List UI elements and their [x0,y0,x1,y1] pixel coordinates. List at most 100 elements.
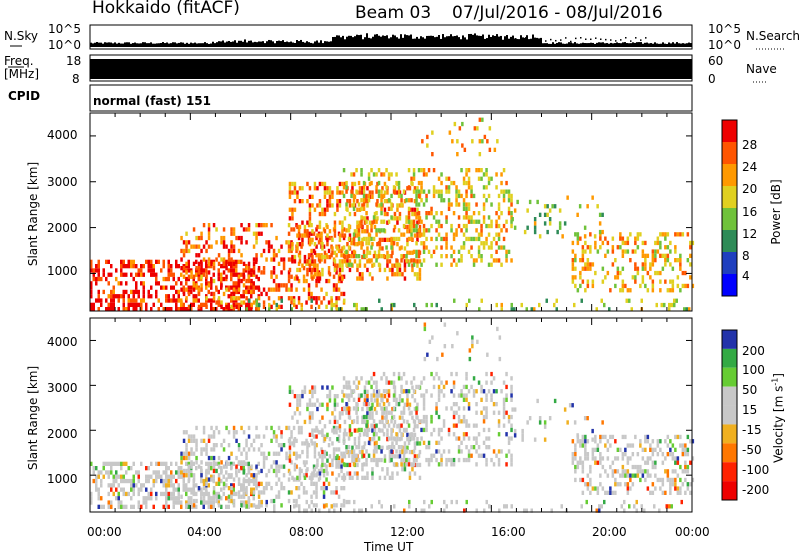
echo-cell [341,190,344,195]
echo-cell [318,199,322,204]
echo-cell [435,402,438,407]
echo-cell [130,478,133,484]
echo-cell [313,263,317,268]
echo-cell [192,438,196,443]
echo-cell [646,270,650,276]
echo-cell [242,261,246,266]
p1-ytick: 1000 [47,264,78,278]
echo-cell [456,331,459,336]
echo-cell [150,307,153,312]
echo-cell [125,281,128,286]
echo-cell [376,402,379,407]
echo-cell [315,283,318,288]
noise-bar [386,35,388,47]
echo-cell [142,483,145,488]
echo-cell [533,225,537,230]
echo-cell [92,470,95,475]
noise-bar [98,42,100,47]
echo-cell [475,402,478,407]
echo-cell [356,462,359,468]
echo-cell [341,220,344,225]
echo-cell [302,473,306,478]
echo-cell [397,193,401,199]
echo-cell [237,490,241,495]
noise-right-tick-top: 10^5 [708,22,741,36]
echo-cell [145,478,148,484]
echo-cell [510,393,513,398]
echo-cell [202,481,206,486]
echo-cell [400,198,403,203]
echo-cell [619,447,622,452]
echo-cell [343,181,347,187]
echo-cell [443,344,447,349]
echo-cell [422,376,426,381]
echo-cell [363,389,367,394]
echo-cell [340,291,343,297]
echo-cell [480,241,483,246]
echo-cell [392,236,396,242]
echo-cell [452,457,456,463]
echo-cell [331,246,334,251]
echo-cell [110,264,113,269]
echo-cell [571,452,575,457]
echo-cell [634,279,637,284]
echo-cell [596,447,600,452]
echo-cell [296,402,299,407]
echo-cell [316,462,319,468]
echo-cell [288,186,292,191]
echo-cell [222,244,226,249]
echo-cell [262,455,266,461]
echo-cell [681,469,685,474]
noise-bar [556,42,558,47]
echo-cell [382,371,386,377]
noise-bar [688,42,690,47]
echo-cell [321,181,324,187]
echo-cell [321,267,324,273]
echo-cell [452,249,456,254]
echo-cell [155,276,158,282]
noise-bar [244,39,246,47]
noise-bar [350,35,352,47]
echo-cell [321,254,324,260]
noise-search-dot [500,39,502,42]
echo-cell [507,436,511,441]
noise-search-dot [525,37,527,39]
echo-cell [488,504,491,509]
noise-bar [658,43,660,47]
echo-cell [410,232,413,237]
echo-cell [220,300,223,305]
echo-cell [230,231,233,236]
echo-cell [177,474,180,479]
echo-cell [255,223,258,228]
noise-bar [398,38,400,47]
echo-cell [629,456,632,461]
echo-cell [316,233,319,238]
echo-cell [422,440,426,445]
echo-cell [132,302,135,307]
echo-cell [225,470,228,475]
echo-cell [375,449,378,454]
echo-cell [363,385,367,390]
echo-cell [361,406,364,412]
echo-cell [365,236,368,242]
echo-cell [445,457,448,463]
echo-cell [291,415,294,420]
vel-cbar-tick: 100 [742,363,765,377]
echo-cell [357,180,361,186]
echo-cell [110,272,113,277]
echo-cell [155,474,158,479]
echo-cell [475,258,478,263]
echo-cell [543,204,547,209]
echo-cell [313,385,317,390]
echo-cell [122,294,125,299]
echo-cell [296,224,299,230]
echo-cell [626,456,630,461]
echo-cell [440,223,443,229]
echo-cell [398,272,402,277]
echo-cell [272,430,276,435]
echo-cell [331,411,334,416]
echo-cell [322,434,326,439]
echo-cell [162,478,165,484]
echo-cell [100,470,103,475]
echo-cell [180,307,183,312]
